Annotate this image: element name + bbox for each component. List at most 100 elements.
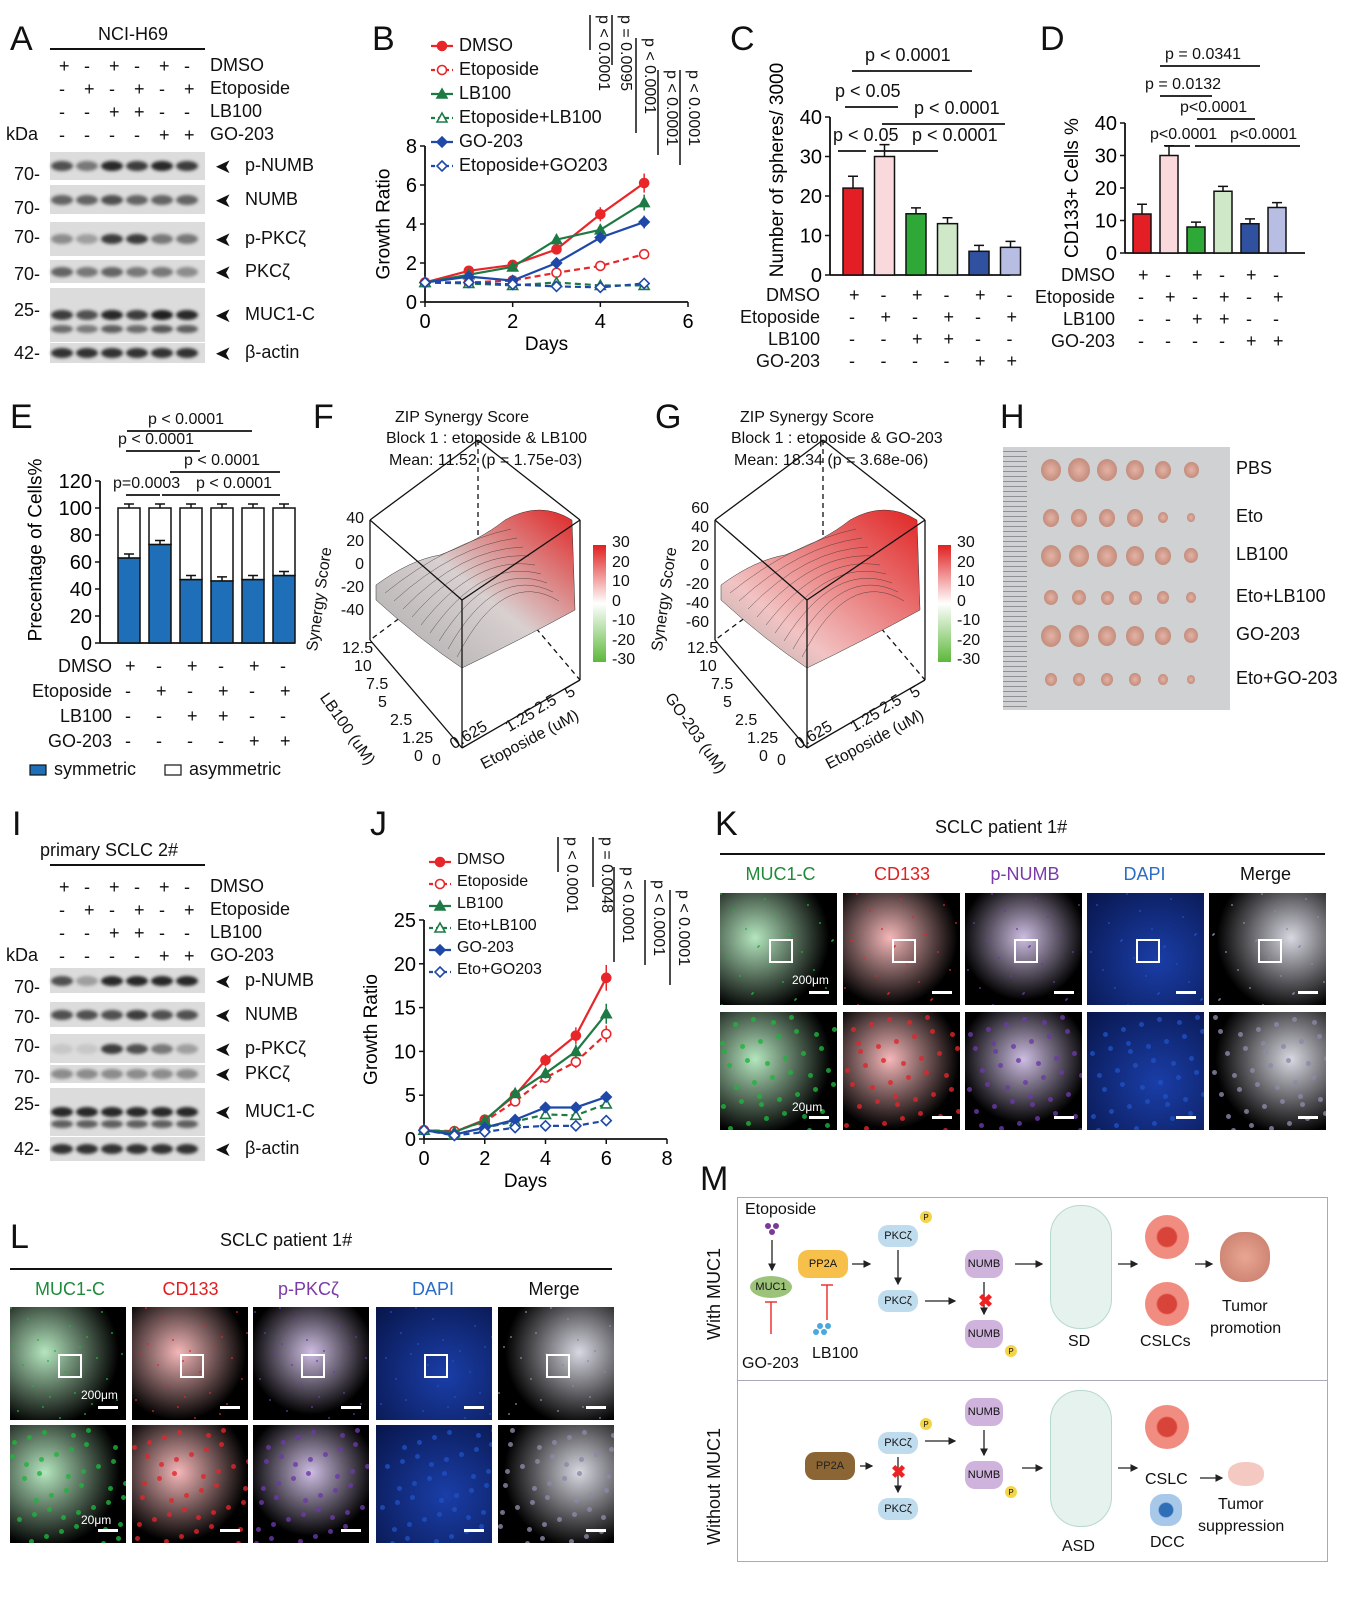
cell-signal [1128,1049,1133,1054]
cell-signal [1145,975,1147,977]
lb100-label: LB100 [812,1345,859,1362]
treatment-sign: - [159,79,165,99]
channel-label: CD133 [874,864,931,884]
treatment-sign: + [184,125,195,145]
condition-label: Etoposide [31,681,112,701]
band [51,194,73,205]
cell-signal [1028,946,1030,948]
cell-signal [881,1058,886,1063]
treatment-sign: + [109,923,120,943]
cell-signal [417,1343,419,1345]
cell-signal [1151,1058,1156,1063]
cell-signal [238,1527,243,1532]
condition-sign: - [125,731,131,751]
z-tick-label: -20 [340,579,364,596]
cell-signal [500,1510,505,1515]
band [176,1043,198,1054]
cell-signal [567,1318,569,1320]
cell-signal [54,1350,56,1352]
cell-signal [174,1457,179,1462]
condition-sign: - [1246,287,1252,307]
x-axis-label: Days [525,334,568,355]
cell-signal [69,1447,74,1452]
condition-label: LB100 [1062,309,1115,329]
band [176,194,198,205]
kda-marker: 25- [14,300,41,320]
cell-signal [281,1440,286,1445]
microscopy-image-zoom [253,1425,369,1543]
cell-signal [1244,1109,1249,1114]
cell-signal [390,1311,392,1313]
cell-signal [1280,1099,1285,1104]
cell-signal [1262,1104,1267,1109]
box-edge [369,439,479,521]
condition-sign: + [849,285,860,305]
cell-signal [924,1070,929,1075]
condition-sign: + [156,681,167,701]
p-value-annotation: p = 0.0341 [1165,46,1242,63]
cell-signal [34,1498,39,1503]
cell-signal [259,1378,261,1380]
cell-signal [298,1539,303,1543]
cell-signal [1201,998,1203,1000]
condition-sign: + [1246,331,1257,351]
band [126,1069,148,1079]
treatment-sign: - [159,102,165,122]
muc1-node: MUC1 [750,1276,792,1298]
treatment-sign: + [109,102,120,122]
cell-signal [118,1522,123,1527]
condition-sign: - [280,656,286,676]
error-bar [155,503,165,545]
cell-signal [74,1392,76,1394]
cell-signal [201,1474,206,1479]
scale-bar-label: 20μm [792,1100,823,1114]
cell-signal [776,1034,781,1039]
numb-node: NUMB [965,1250,1003,1278]
band-label: PKCζ [245,260,290,281]
band-label: p-PKCζ [245,228,306,248]
cell-signal [365,1464,369,1469]
blot-title: primary SCLC 2# [40,840,179,860]
cell-signal [1280,975,1282,977]
cell-signal [587,1360,589,1362]
cell-signal [733,910,735,912]
cell-signal [782,1111,787,1116]
error-bar [848,175,858,189]
cell-signal [111,1332,113,1334]
bar [842,187,864,276]
cell-signal [1218,999,1220,1001]
tumor-suppression-label-2: suppression [1198,1518,1285,1535]
cell-signal [184,1396,186,1398]
y-tick-label: 30 [800,147,822,169]
cell-signal [850,1082,855,1087]
band [126,234,148,244]
x-tick-label: 0 [777,752,786,769]
colorbar-tick: -10 [957,612,981,629]
cell-signal [1053,1111,1058,1116]
cell-signal [808,1073,813,1078]
tumor [1044,590,1058,606]
cell-signal [1152,1121,1157,1126]
cell-signal [589,1493,594,1498]
cell-signal [179,1534,184,1539]
condition-sign: + [1165,287,1176,307]
cell-signal [552,1343,554,1345]
cell-signal [540,1399,542,1401]
cell-signal [980,1068,985,1073]
y-tick-label: 0 [81,633,92,655]
cell-signal [1073,1114,1078,1119]
surface-mesh [429,570,542,634]
cell-signal [343,1392,345,1394]
cell-signal [410,1495,415,1500]
stacked-bar-segment [179,507,203,581]
box-edge [461,679,581,749]
cell-signal [59,1529,64,1534]
cell-signal [276,1481,281,1486]
cell-signal [1164,945,1166,947]
cell-signal [447,1406,449,1408]
colorbar-tick: 20 [612,553,630,571]
cell-signal [311,1430,316,1435]
treatment-sign: + [109,56,120,76]
panel-label-k: K [715,805,738,843]
cell-signal [390,1541,395,1543]
